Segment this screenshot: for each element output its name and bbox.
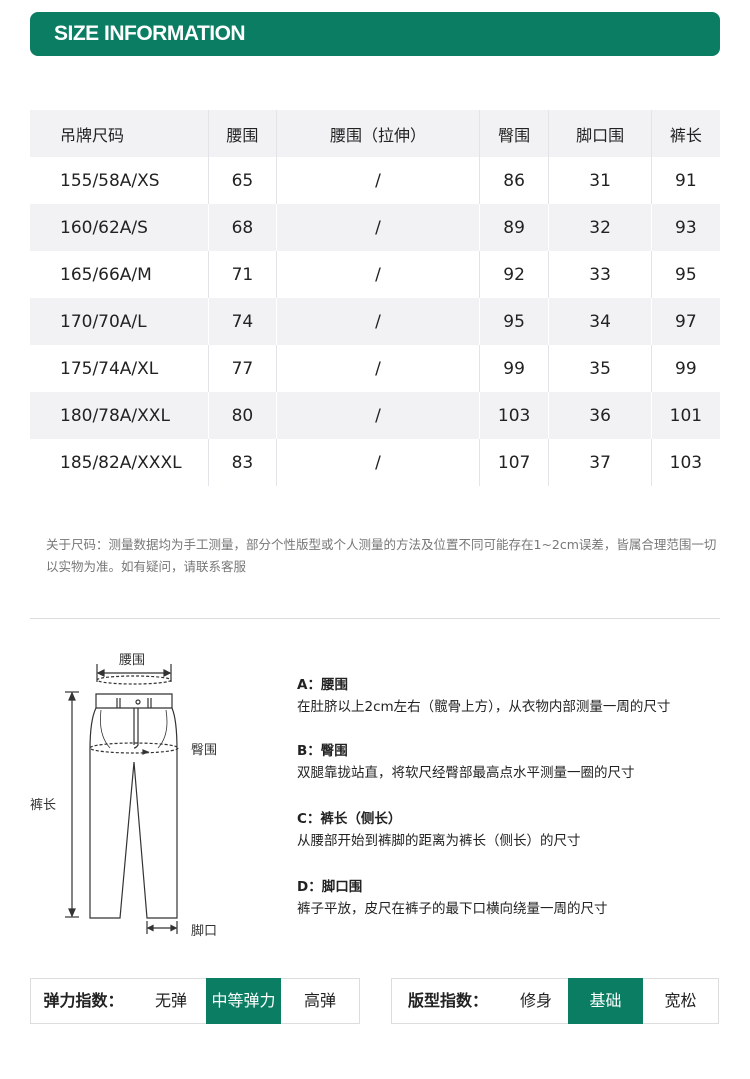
table-cell: 185/82A/XXXL bbox=[60, 452, 182, 473]
size-note: 关于尺码：测量数据均为手工测量，部分个性版型或个人测量的方法及位置不同可能存在1… bbox=[46, 537, 717, 574]
table-cell: 68 bbox=[207, 204, 277, 251]
hip-label: 臀围 bbox=[191, 743, 218, 758]
fit-option-selected: 基础 bbox=[568, 978, 643, 1024]
table-cell: 103 bbox=[478, 392, 549, 439]
fit-index: 版型指数： 修身 基础 宽松 bbox=[391, 978, 719, 1024]
elasticity-option: 无弹 bbox=[154, 991, 187, 1010]
length-label: 裤长 bbox=[30, 798, 57, 813]
col-header: 腰围 bbox=[207, 110, 277, 157]
fit-label: 版型指数： bbox=[407, 991, 488, 1010]
desc-hip: B：臀围 双腿靠拢站直，将软尺经臀部最高点水平测量一圈的尺寸 bbox=[297, 743, 635, 781]
table-cell: 34 bbox=[548, 298, 652, 345]
table-row: 160/62A/S 68/89 32 93 bbox=[30, 204, 720, 251]
fit-option: 修身 bbox=[519, 991, 552, 1010]
table-cell: / bbox=[276, 298, 480, 345]
desc-hem: D：脚口围 裤子平放，皮尺在裤子的最下口横向绕量一周的尺寸 bbox=[297, 879, 608, 917]
table-cell: 95 bbox=[478, 298, 549, 345]
table-cell: / bbox=[276, 251, 480, 298]
table-cell: 74 bbox=[207, 298, 277, 345]
elasticity-option: 高弹 bbox=[303, 991, 336, 1010]
desc-length: C：裤长（侧长） 从腰部开始到裤脚的距离为裤长（侧长）的尺寸 bbox=[297, 811, 581, 849]
size-table: 吊牌尺码 腰围 腰围（拉伸） 臀围 脚口围 裤长 155/58A/XS 65/86… bbox=[30, 110, 720, 486]
table-cell: 32 bbox=[548, 204, 652, 251]
table-cell: 31 bbox=[548, 157, 652, 204]
col-header: 吊牌尺码 bbox=[30, 110, 208, 157]
col-header: 裤长 bbox=[650, 110, 720, 157]
hem-label: 脚口 bbox=[191, 924, 218, 939]
table-cell: 91 bbox=[650, 157, 720, 204]
table-cell: 71 bbox=[207, 251, 277, 298]
table-cell: 101 bbox=[650, 392, 720, 439]
table-cell: 97 bbox=[650, 298, 720, 345]
col-header: 脚口围 bbox=[548, 110, 652, 157]
table-cell: 99 bbox=[650, 345, 720, 392]
table-row: 185/82A/XXXL 83/107 37 103 bbox=[30, 439, 720, 486]
table-cell: / bbox=[276, 345, 480, 392]
table-cell: 80 bbox=[207, 392, 277, 439]
table-cell: 160/62A/S bbox=[30, 204, 208, 251]
table-cell: 99 bbox=[478, 345, 549, 392]
table-cell: 170/70A/L bbox=[30, 298, 208, 345]
waist-label: 腰围 bbox=[119, 653, 146, 668]
table-cell: 65 bbox=[207, 157, 277, 204]
table-cell: 180/78A/XXL bbox=[30, 392, 208, 439]
elasticity-index: 弹力指数： 无弹 中等弹力 高弹 bbox=[30, 978, 360, 1024]
table-row: 175/74A/XL 77/99 35 99 bbox=[30, 345, 720, 392]
table-cell: 175/74A/XL bbox=[60, 358, 159, 379]
table-row: 165/66A/M 71/92 33 95 bbox=[30, 251, 720, 298]
col-header: 臀围 bbox=[478, 110, 549, 157]
table-row: 170/70A/L 74/95 34 97 bbox=[30, 298, 720, 345]
table-row: 155/58A/XS 65/86 31 91 bbox=[30, 157, 720, 204]
table-cell: 83 bbox=[207, 439, 277, 486]
table-row: 180/78A/XXL 80/103 36 101 bbox=[30, 392, 720, 439]
divider bbox=[30, 618, 720, 619]
table-header-row: 吊牌尺码 腰围 腰围（拉伸） 臀围 脚口围 裤长 bbox=[30, 110, 720, 157]
elasticity-label: 弹力指数： bbox=[43, 991, 124, 1010]
table-cell: 89 bbox=[478, 204, 549, 251]
table-cell: 77 bbox=[207, 345, 277, 392]
table-cell: 95 bbox=[650, 251, 720, 298]
table-cell: 36 bbox=[548, 392, 652, 439]
elasticity-option-selected: 中等弹力 bbox=[206, 978, 281, 1024]
table-cell: / bbox=[276, 439, 480, 486]
table-cell: 103 bbox=[650, 439, 720, 486]
table-cell: / bbox=[276, 392, 480, 439]
table-cell: 92 bbox=[478, 251, 549, 298]
table-cell: 107 bbox=[478, 439, 549, 486]
desc-waist: A：腰围 在肚脐以上2cm左右（髋骨上方），从衣物内部测量一周的尺寸 bbox=[297, 677, 671, 715]
section-title-banner: SIZE INFORMATION bbox=[30, 12, 720, 56]
col-header: 腰围（拉伸） bbox=[276, 110, 480, 157]
fit-option: 宽松 bbox=[664, 991, 697, 1010]
pants-diagram-icon bbox=[65, 664, 179, 934]
table-cell: 35 bbox=[548, 345, 652, 392]
table-cell: / bbox=[276, 157, 480, 204]
table-cell: 33 bbox=[548, 251, 652, 298]
table-cell: 93 bbox=[650, 204, 720, 251]
table-cell: 155/58A/XS bbox=[60, 170, 160, 191]
table-cell: / bbox=[276, 204, 480, 251]
table-cell: 86 bbox=[478, 157, 549, 204]
table-cell: 37 bbox=[548, 439, 652, 486]
table-cell: 165/66A/M bbox=[60, 264, 152, 285]
